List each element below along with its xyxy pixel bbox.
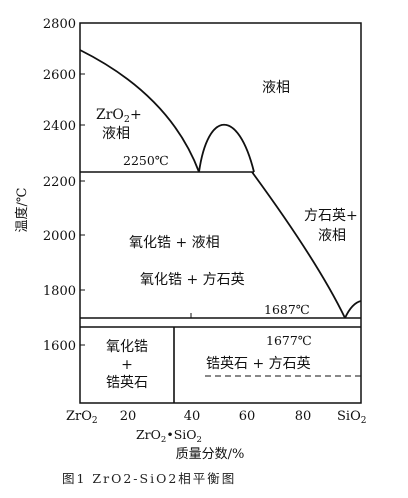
cristobalite-liquidus-curve (344, 300, 362, 319)
y-tick-label: 2600 (43, 68, 76, 83)
liquidus-zro2-curve (79, 49, 200, 173)
region-zirconia-zircon-line1: 氧化锆 (106, 339, 148, 355)
isotherm-label-1687: 1687℃ (264, 302, 310, 317)
y-axis-title: 温度/℃ (14, 188, 30, 233)
x-tick-label-sio2: SiO2 (337, 409, 366, 426)
x-axis-title: 质量分数/% (176, 447, 245, 462)
y-tick-label: 2800 (43, 17, 76, 32)
x-tick-label: 20 (120, 409, 137, 424)
y-tick-label: 2400 (43, 119, 76, 134)
region-cristobalite-liquid-line1: 方石英+ (304, 207, 358, 224)
region-zircon-cristobalite: 锆英石 + 方石英 (206, 355, 311, 372)
region-cristobalite-liquid-line2: 液相 (318, 228, 346, 244)
x-tick-label: 60 (239, 409, 256, 424)
y-tick-label: 2000 (43, 229, 76, 244)
region-liquid: 液相 (262, 80, 290, 96)
liquidus-sio2-curve (251, 171, 346, 319)
y-tick-label: 1600 (43, 339, 76, 354)
plot-frame (79, 22, 362, 404)
liquid-dome-curve (198, 124, 255, 173)
region-zro2-liquid-line2: 液相 (102, 126, 130, 142)
x-tick-label-zro2: ZrO2 (66, 409, 98, 426)
x-tick-label: 40 (184, 409, 201, 424)
region-zirconia-liquid: 氧化锆 + 液相 (129, 235, 220, 251)
region-zirconia-zircon-line3: 锆英石 (106, 374, 148, 391)
region-zirconia-zircon-line2: + (121, 357, 133, 373)
y-tick-label: 2200 (43, 175, 76, 190)
x-tick-label: 80 (295, 409, 312, 424)
figure-caption: 图1 ZrO2-SiO2相平衡图 (62, 471, 237, 486)
y-tick-label: 1800 (43, 284, 76, 299)
region-zro2-liquid: ZrO2+ (96, 107, 142, 125)
compound-label-zircon: ZrO2•SiO2 (136, 427, 202, 445)
isotherm-label-1677: 1677℃ (266, 333, 312, 348)
region-zirconia-cristobalite: 氧化锆 + 方石英 (140, 271, 245, 288)
isotherm-label-2250: 2250℃ (123, 153, 169, 168)
y-tick-marks (80, 22, 85, 346)
